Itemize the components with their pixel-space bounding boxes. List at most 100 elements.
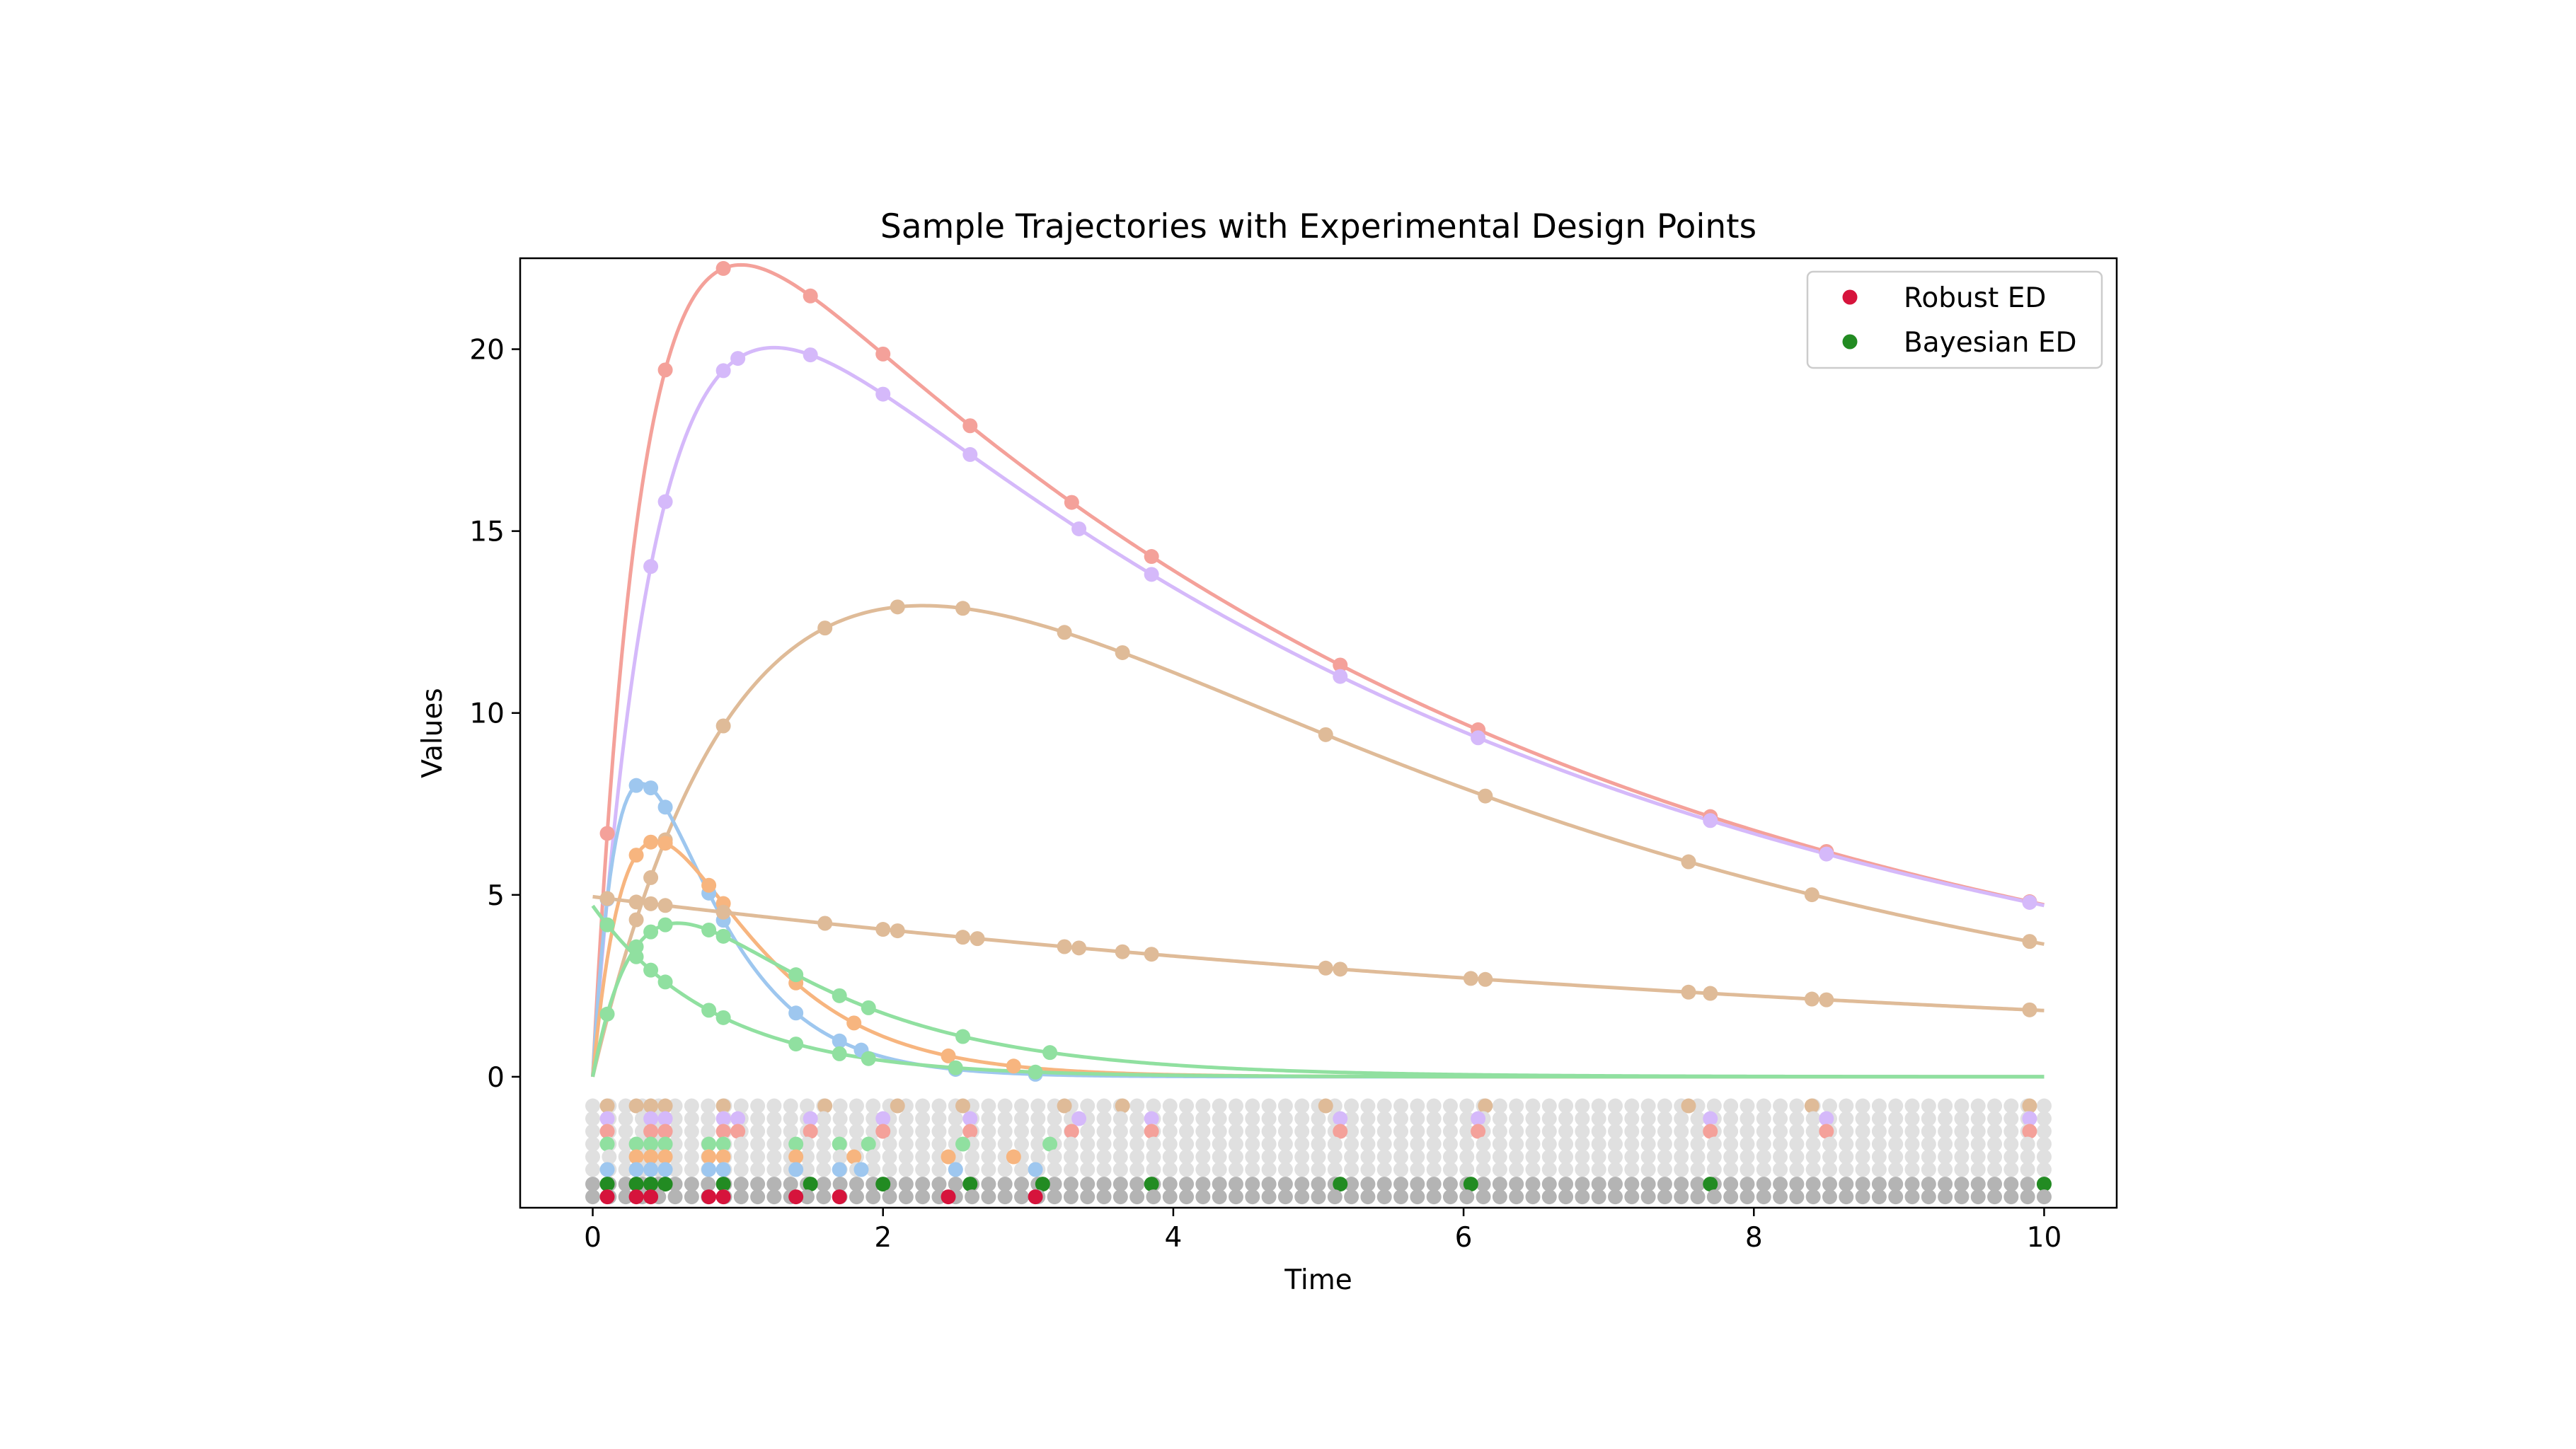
design-grid-dot	[1509, 1136, 1524, 1152]
design-grid-dot	[1442, 1098, 1458, 1114]
design-grid-dot	[766, 1177, 782, 1192]
design-grid-dot	[1410, 1177, 1425, 1192]
trajectory-point	[941, 1048, 956, 1063]
design-grid-dot	[1112, 1149, 1128, 1165]
design-grid-dot	[1245, 1162, 1260, 1177]
design-grid-dot	[1904, 1136, 1920, 1152]
design-grid-dot	[1987, 1111, 2003, 1126]
design-point	[701, 1162, 717, 1177]
design-grid-dot	[1938, 1124, 1953, 1139]
trajectory-point	[890, 599, 905, 615]
design-grid-dot	[701, 1177, 716, 1192]
design-grid-dot	[1591, 1136, 1606, 1152]
design-grid-dot	[1426, 1111, 1442, 1126]
design-grid-dot	[1657, 1136, 1672, 1152]
design-grid-dot	[800, 1098, 815, 1114]
design-grid-dot	[981, 1189, 996, 1205]
design-grid-dot	[1476, 1136, 1491, 1152]
design-grid-dot	[948, 1124, 963, 1139]
design-grid-dot	[1228, 1124, 1243, 1139]
design-grid-dot	[1476, 1149, 1491, 1165]
design-point	[643, 1111, 659, 1126]
design-grid-dot	[1492, 1136, 1507, 1152]
trajectory-point	[955, 1029, 971, 1044]
design-grid-dot	[1228, 1177, 1243, 1192]
design-grid-dot	[882, 1136, 897, 1152]
design-grid-dot	[1129, 1177, 1145, 1192]
design-grid-dot	[1789, 1149, 1805, 1165]
design-grid-dot	[1311, 1149, 1326, 1165]
design-point	[730, 1124, 746, 1139]
design-grid-dot	[1129, 1189, 1145, 1205]
design-grid-dot	[1789, 1177, 1805, 1192]
design-point	[1819, 1111, 1834, 1126]
trajectory-point	[875, 386, 891, 402]
trajectory-point	[788, 967, 804, 983]
design-grid-dot	[1096, 1136, 1112, 1152]
design-grid-dot	[1822, 1149, 1837, 1165]
design-grid-dot	[1261, 1124, 1277, 1139]
design-grid-dot	[1492, 1177, 1507, 1192]
design-grid-dot	[1674, 1162, 1689, 1177]
trajectory-point	[643, 870, 659, 885]
design-grid-dot	[1558, 1098, 1574, 1114]
legend: Robust ED Bayesian ED	[1806, 270, 2103, 369]
design-point	[1819, 1124, 1834, 1139]
design-point	[2036, 1177, 2052, 1192]
trajectory-point	[1478, 971, 1493, 987]
design-grid-dot	[1195, 1149, 1211, 1165]
design-grid-dot	[1855, 1189, 1870, 1205]
trajectory-point	[1819, 846, 1834, 862]
design-grid-dot	[997, 1189, 1013, 1205]
design-grid-dot	[1674, 1189, 1689, 1205]
design-grid-dot	[1294, 1177, 1310, 1192]
design-point	[657, 1162, 673, 1177]
design-point	[788, 1149, 804, 1165]
design-grid-dot	[1112, 1136, 1128, 1152]
design-grid-dot	[1690, 1136, 1706, 1152]
design-grid-dot	[1459, 1111, 1475, 1126]
design-grid-dot	[1839, 1098, 1854, 1114]
trajectory-point	[875, 922, 891, 937]
design-grid-dot	[585, 1136, 601, 1152]
design-grid-dot	[981, 1098, 996, 1114]
design-grid-dot	[1640, 1162, 1656, 1177]
design-grid-dot	[766, 1149, 782, 1165]
design-grid-dot	[1525, 1189, 1541, 1205]
design-grid-dot	[733, 1189, 749, 1205]
y-tick-label: 20	[469, 335, 505, 366]
design-grid-dot	[1855, 1177, 1870, 1192]
design-grid-dot	[832, 1111, 848, 1126]
design-grid-dot	[1591, 1124, 1606, 1139]
design-grid-dot	[1442, 1177, 1458, 1192]
design-point	[599, 1124, 615, 1139]
design-grid-dot	[1756, 1149, 1771, 1165]
design-grid-dot	[1492, 1189, 1507, 1205]
design-grid-dot	[1591, 1177, 1606, 1192]
design-grid-dot	[1327, 1149, 1342, 1165]
design-grid-dot	[684, 1149, 699, 1165]
design-grid-dot	[1492, 1098, 1507, 1114]
design-grid-dot	[1047, 1111, 1062, 1126]
design-grid-dot	[800, 1149, 815, 1165]
design-grid-dot	[866, 1189, 881, 1205]
design-grid-dot	[1311, 1124, 1326, 1139]
design-grid-dot	[733, 1149, 749, 1165]
design-point	[715, 1162, 731, 1177]
design-grid-dot	[2036, 1111, 2052, 1126]
design-grid-dot	[1013, 1177, 1029, 1192]
design-grid-dot	[1805, 1189, 1821, 1205]
design-point	[846, 1149, 862, 1165]
design-point	[788, 1189, 804, 1205]
design-grid-dot	[1509, 1098, 1524, 1114]
design-grid-dot	[684, 1124, 699, 1139]
trajectory-line	[591, 604, 2045, 1078]
design-grid-dot	[1245, 1098, 1260, 1114]
design-grid-dot	[997, 1111, 1013, 1126]
trajectory-point	[1804, 991, 1819, 1007]
design-grid-dot	[1954, 1149, 1970, 1165]
design-grid-dot	[1261, 1111, 1277, 1126]
design-grid-dot	[1624, 1136, 1640, 1152]
design-grid-dot	[1245, 1177, 1260, 1192]
design-grid-dot	[1525, 1162, 1541, 1177]
